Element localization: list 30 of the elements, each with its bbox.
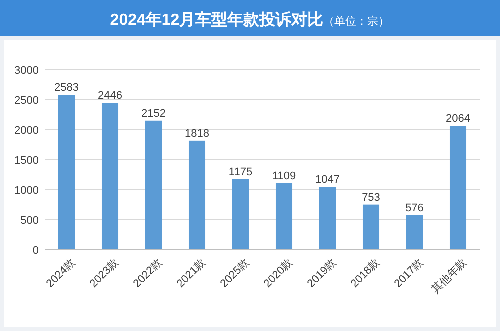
- y-tick-label: 1500: [14, 155, 39, 167]
- bar: [319, 187, 336, 250]
- data-label: 1175: [228, 166, 253, 178]
- bar: [145, 120, 162, 250]
- bar: [362, 204, 380, 250]
- data-label: 753: [362, 192, 380, 204]
- bar: [406, 215, 424, 250]
- bar: [450, 126, 467, 250]
- data-label: 2446: [98, 90, 122, 102]
- data-label: 1109: [272, 170, 296, 182]
- bar: [232, 180, 250, 250]
- chart-subtitle: （单位：宗）: [324, 15, 390, 28]
- data-label: 576: [406, 202, 424, 214]
- data-label: 2064: [446, 113, 470, 126]
- y-tick-label: 500: [20, 215, 39, 227]
- y-tick-label: 2500: [14, 95, 39, 107]
- bar: [58, 95, 76, 250]
- bar: [188, 140, 206, 250]
- y-tick-label: 2000: [14, 125, 39, 137]
- chart-title: 2024年12月车型年款投诉对比: [110, 11, 324, 29]
- y-tick-label: 1000: [14, 185, 39, 197]
- y-tick-label: 0: [32, 245, 39, 257]
- bar: [276, 183, 293, 250]
- x-tick-label: 其他年款: [429, 256, 470, 296]
- data-label: 2152: [142, 108, 166, 120]
- bar: [102, 103, 119, 250]
- data-label: 1047: [316, 174, 340, 186]
- y-tick-label: 3000: [14, 65, 39, 77]
- data-label: 2583: [54, 82, 79, 94]
- data-label: 1818: [185, 128, 210, 140]
